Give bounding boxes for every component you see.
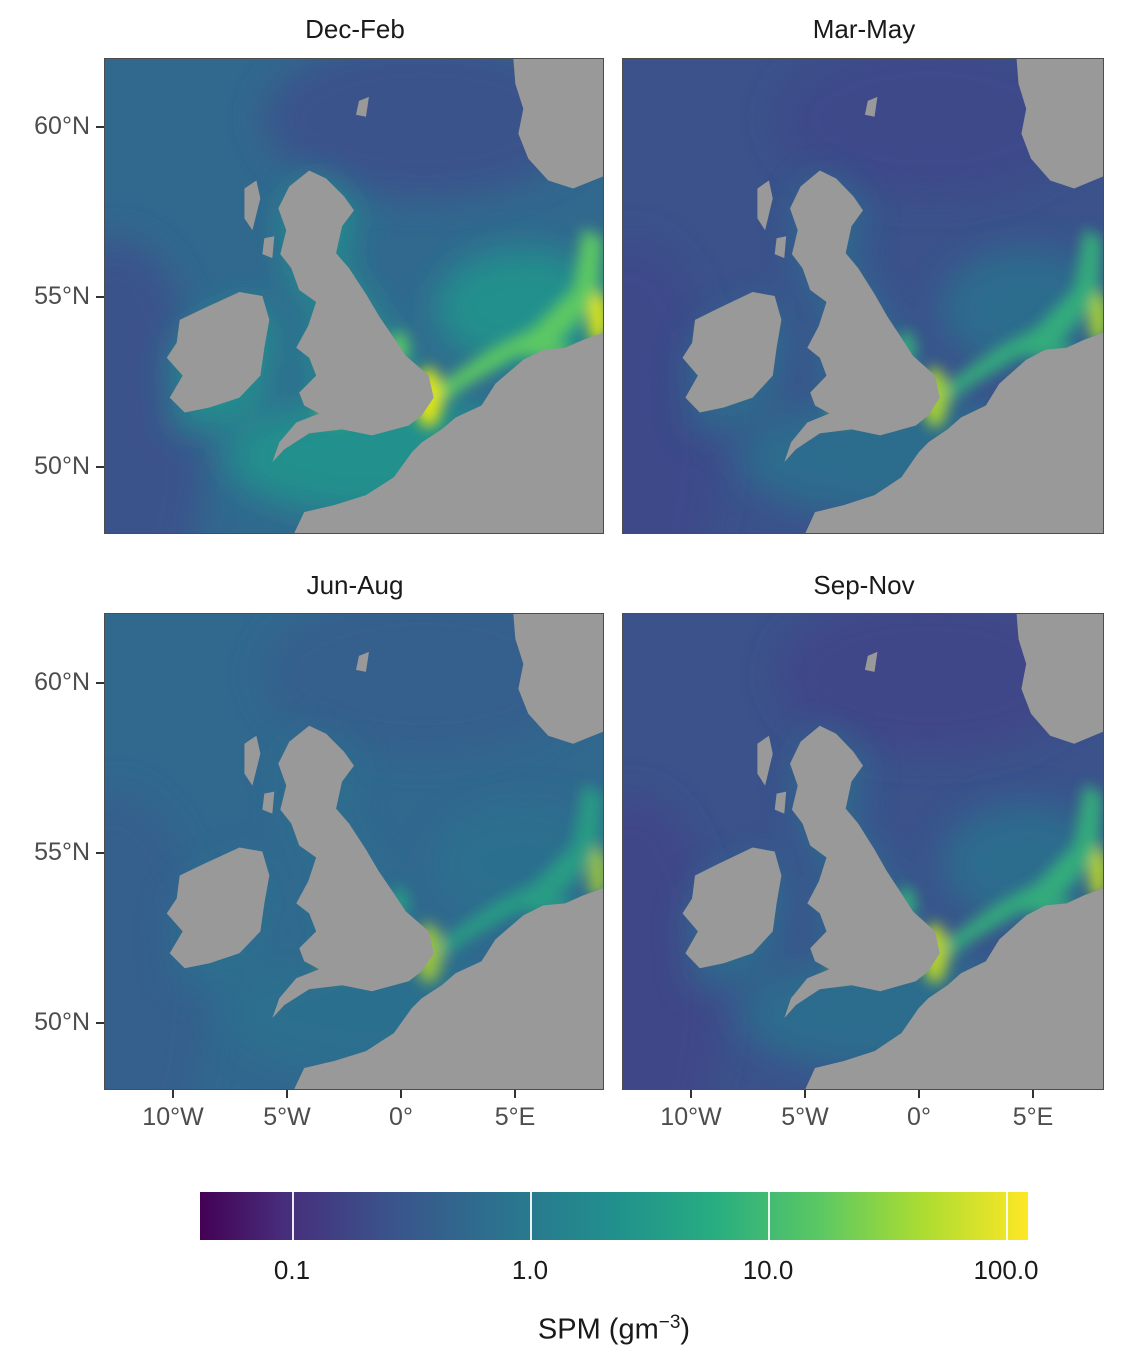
x-tick-label-5w-right: 5°W	[781, 1103, 829, 1131]
land-ireland	[166, 292, 270, 413]
land-hebrides	[244, 180, 261, 231]
land-britain	[784, 170, 940, 463]
y-tick-mark	[96, 852, 104, 854]
land-scandinavia	[513, 59, 603, 189]
legend-title: SPM (gm−3)	[414, 1312, 814, 1347]
land-europe	[805, 332, 1103, 533]
offshore-water	[623, 793, 719, 1089]
colorbar-tick	[768, 1192, 770, 1240]
hotspot	[1088, 292, 1103, 344]
y-tick-mark	[96, 1022, 104, 1024]
x-tick-label-10w-right: 10°W	[660, 1103, 722, 1131]
x-tick-mark	[172, 1090, 174, 1098]
x-tick-mark	[804, 1090, 806, 1098]
panel-title-jun-aug: Jun-Aug	[306, 570, 404, 600]
map-sep-nov	[623, 614, 1103, 1089]
legend-title-main: SPM (gm	[537, 1313, 659, 1346]
x-tick-mark	[514, 1090, 516, 1098]
y-tick-label-50n-top: 50°N	[34, 452, 90, 480]
y-tick-mark	[96, 126, 104, 128]
y-tick-mark	[96, 466, 104, 468]
land-britain	[272, 725, 434, 1019]
land-britain	[272, 170, 434, 463]
hotspot	[588, 847, 603, 900]
land-scandinavia	[1016, 614, 1103, 744]
x-tick-label-0-left: 0°	[389, 1103, 413, 1131]
y-tick-label-50n-bottom: 50°N	[34, 1008, 90, 1036]
x-tick-label-5w-left: 5°W	[263, 1103, 311, 1131]
map-jun-aug	[105, 614, 603, 1089]
land-ireland	[682, 847, 782, 969]
panel-title-dec-feb: Dec-Feb	[305, 14, 405, 44]
land-hebrides2	[262, 791, 275, 814]
land-hebrides	[757, 735, 773, 786]
map-panel-sep-nov	[622, 613, 1104, 1090]
colorbar-label-0-1: 0.1	[273, 1255, 311, 1285]
land-islands_n	[864, 651, 878, 672]
land-hebrides	[244, 735, 261, 786]
offshore-water	[264, 614, 584, 754]
x-tick-mark	[286, 1090, 288, 1098]
colorbar-label-100-0: 100.0	[973, 1255, 1039, 1285]
land-ireland	[166, 847, 270, 969]
map-panel-dec-feb	[104, 58, 604, 534]
map-dec-feb	[105, 59, 603, 533]
land-europe	[294, 332, 603, 533]
map-panel-mar-may	[622, 58, 1104, 534]
x-tick-label-5e-right: 5°E	[1012, 1103, 1054, 1131]
colorbar-label-1-0: 1.0	[511, 1255, 549, 1285]
hotspot	[1088, 847, 1103, 900]
x-tick-mark	[400, 1090, 402, 1098]
land-ireland	[682, 292, 782, 413]
land-britain	[784, 725, 940, 1019]
y-tick-label-55n-bottom: 55°N	[34, 838, 90, 866]
legend-title-superscript: −3	[658, 1312, 681, 1333]
map-mar-may	[623, 59, 1103, 533]
offshore-water	[623, 238, 719, 533]
offshore-water	[776, 59, 1084, 199]
x-tick-label-10w-left: 10°W	[142, 1103, 204, 1131]
legend-title-close: )	[680, 1313, 691, 1346]
map-panel-jun-aug	[104, 613, 604, 1090]
colorbar-tick	[1006, 1192, 1008, 1240]
land-islands_n	[355, 651, 369, 672]
x-tick-mark	[918, 1090, 920, 1098]
y-tick-mark	[96, 296, 104, 298]
offshore-water	[264, 59, 584, 199]
land-hebrides2	[774, 791, 787, 814]
colorbar-label-10-0: 10.0	[742, 1255, 794, 1285]
offshore-water	[105, 793, 205, 1089]
x-tick-label-0-right: 0°	[907, 1103, 931, 1131]
hotspot	[588, 292, 603, 344]
y-tick-label-60n-top: 60°N	[34, 112, 90, 140]
land-hebrides2	[262, 236, 275, 259]
x-tick-mark	[690, 1090, 692, 1098]
offshore-water	[105, 238, 205, 533]
y-tick-mark	[96, 682, 104, 684]
land-scandinavia	[1016, 59, 1103, 189]
land-europe	[294, 888, 603, 1089]
y-tick-label-55n-top: 55°N	[34, 282, 90, 310]
offshore-water	[776, 614, 1084, 754]
y-tick-label-60n-bottom: 60°N	[34, 668, 90, 696]
x-tick-mark	[1032, 1090, 1034, 1098]
land-europe	[805, 888, 1103, 1089]
colorbar-tick	[530, 1192, 532, 1240]
land-islands_n	[864, 96, 878, 117]
x-tick-label-5e-left: 5°E	[494, 1103, 536, 1131]
panel-title-mar-may: Mar-May	[812, 14, 916, 44]
land-hebrides2	[774, 236, 787, 259]
land-islands_n	[355, 96, 369, 117]
colorbar-tick	[292, 1192, 294, 1240]
land-scandinavia	[513, 614, 603, 744]
land-hebrides	[757, 180, 773, 231]
panel-title-sep-nov: Sep-Nov	[813, 570, 915, 600]
colorbar	[200, 1192, 1028, 1240]
